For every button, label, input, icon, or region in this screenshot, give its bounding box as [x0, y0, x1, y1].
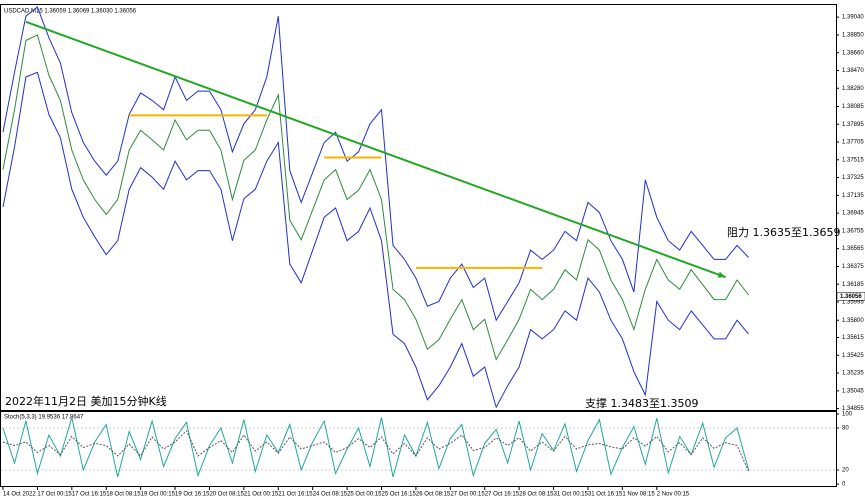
x-tick-label: 27 Oct 16:15 — [485, 492, 520, 498]
y-tick-label: 1.39040 — [842, 15, 864, 21]
x-tick-label: 31 Oct 00:15 — [554, 492, 589, 498]
x-tick-label: 21 Oct 00:15 — [244, 492, 279, 498]
x-tick-label: 1 Nov 08:15 — [622, 492, 655, 498]
x-tick-label: 25 Oct 00:15 — [347, 492, 382, 498]
x-tick-label: 2 Nov 00:15 — [657, 492, 690, 498]
y-tick-label: 1.34855 — [842, 406, 864, 412]
trend-line — [25, 20, 726, 279]
y-tick-label: 1.36565 — [842, 246, 864, 252]
x-tick-label: 31 Oct 16:15 — [588, 492, 623, 498]
x-tick-label: 25 Oct 16:15 — [382, 492, 417, 498]
x-tick-label: 26 Oct 08:15 — [416, 492, 451, 498]
x-tick-label: 17 Oct 16:15 — [72, 492, 107, 498]
y-tick-label: 80 — [842, 426, 849, 432]
y-tick-label: 1.37705 — [842, 140, 864, 146]
price-line — [2, 429, 750, 472]
x-tick-label: 28 Oct 08:15 — [519, 492, 554, 498]
y-tick-label: 1.37515 — [842, 157, 864, 163]
annotation: 支撑 1.3483至1.3509 — [585, 396, 698, 410]
y-tick-label: 1.37135 — [842, 193, 864, 199]
price-line — [2, 6, 749, 322]
y-tick-label: 1.35425 — [842, 353, 864, 359]
annotation: 阻力 1.3635至1.3659 — [727, 226, 840, 239]
x-tick-label: 21 Oct 16:15 — [278, 492, 313, 498]
price-line — [2, 34, 749, 361]
y-tick-label: 1.35800 — [842, 318, 864, 324]
y-tick-label: 1.38085 — [842, 104, 864, 110]
price-tag — [836, 292, 865, 301]
y-tick-label: 20 — [842, 468, 849, 474]
y-tick-label: 1.38660 — [842, 50, 864, 56]
annotation: 2022年11月2日 美加15分钟K线 — [5, 394, 167, 408]
stoch-title: Stoch(5,3,3) 19.9536 17.8647 — [4, 415, 84, 421]
trend-arrow — [717, 271, 726, 278]
y-tick-label: 1.38850 — [842, 33, 864, 39]
x-tick-label: 19 Oct 00:15 — [141, 492, 176, 498]
x-tick-label: 17 Oct 00:15 — [37, 492, 72, 498]
y-tick-label: 1.36755 — [842, 228, 864, 234]
y-tick-label: 1.37895 — [842, 122, 864, 128]
y-tick-label: 1.36945 — [842, 211, 864, 217]
price-line — [2, 417, 750, 478]
stoch-panel — [0, 411, 837, 487]
y-tick-label: 1.36185 — [842, 282, 864, 288]
x-tick-label: 20 Oct 08:15 — [209, 492, 244, 498]
x-tick-label: 27 Oct 00:15 — [450, 492, 485, 498]
x-tick-label: 24 Oct 08:15 — [313, 492, 348, 498]
y-tick-label: 1.37325 — [842, 175, 864, 181]
y-tick-label: 1.38280 — [842, 86, 864, 92]
price-tag-label: 1.36056 — [840, 294, 862, 300]
x-tick-label: 18 Oct 08:15 — [106, 492, 141, 498]
price-line — [2, 71, 749, 409]
y-tick-label: 1.36375 — [842, 264, 864, 270]
y-tick-label: 0 — [842, 482, 846, 488]
y-tick-label: 1.35235 — [842, 371, 864, 377]
main-panel — [0, 4, 837, 411]
y-tick-label: 1.35615 — [842, 335, 864, 341]
chart-title: USDCAD,M15 1.36059 1.36069 1.36030 1.360… — [4, 9, 137, 15]
x-tick-label: 14 Oct 2022 — [3, 492, 36, 498]
y-tick-label: 1.35995 — [842, 300, 864, 306]
y-tick-label: 100 — [842, 412, 853, 418]
y-tick-label: 1.35045 — [842, 388, 864, 394]
y-tick-label: 1.38470 — [842, 68, 864, 74]
x-tick-label: 19 Oct 16:15 — [175, 492, 210, 498]
